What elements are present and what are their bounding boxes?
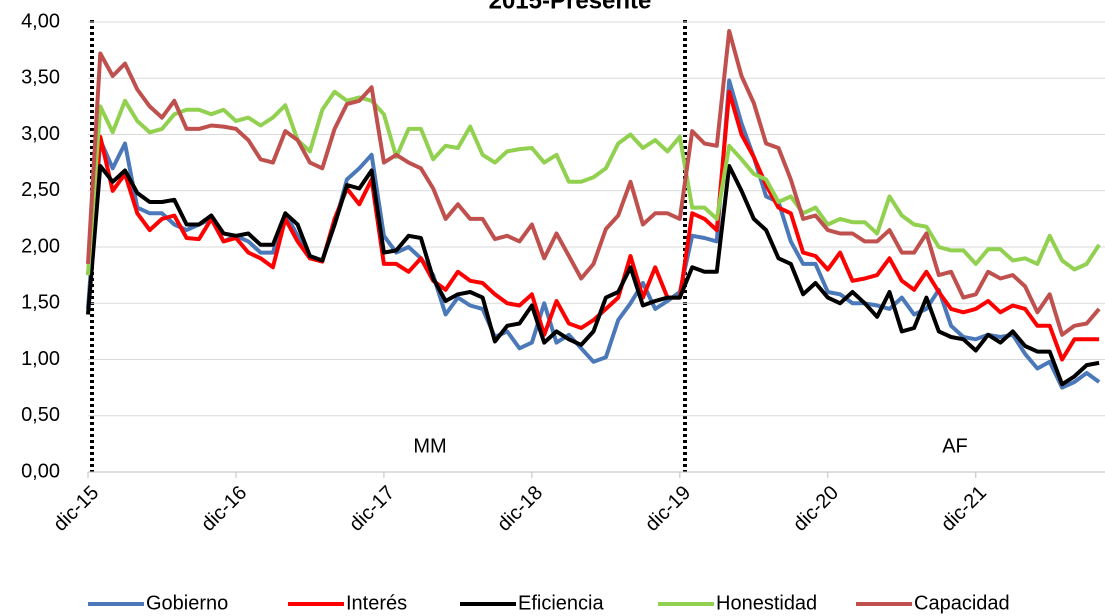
- y-tick-label: 3,50: [21, 67, 60, 89]
- legend-label: Interés: [346, 592, 407, 614]
- legend-label: Gobierno: [146, 592, 228, 614]
- y-tick-label: 1,50: [21, 292, 60, 314]
- y-tick-label: 0,00: [21, 460, 60, 482]
- x-tick-label: dic-18: [493, 482, 547, 536]
- series-line: [86, 78, 1101, 390]
- series-line: [86, 89, 1100, 362]
- legend-label: Eficiencia: [518, 592, 604, 614]
- y-tick-label: 2,00: [21, 235, 60, 257]
- series-line: [86, 164, 1100, 387]
- y-tick-label: 0,50: [21, 404, 60, 426]
- annotation: AF: [942, 435, 968, 457]
- x-tick-label: dic-19: [641, 482, 695, 536]
- chart-title: 2015-Presente: [489, 0, 652, 14]
- series-line: [86, 89, 1101, 276]
- y-tick-label: 2,50: [21, 179, 60, 201]
- x-tick-label: dic-16: [197, 482, 251, 536]
- x-tick-label: dic-21: [937, 482, 991, 536]
- y-tick-label: 3,00: [21, 123, 60, 145]
- annotation: MM: [413, 435, 446, 457]
- x-tick-label: dic-17: [345, 482, 399, 536]
- y-tick-label: 1,00: [21, 348, 60, 370]
- series-line: [86, 29, 1101, 337]
- y-tick-label: 4,00: [21, 10, 60, 32]
- x-tick-label: dic-20: [789, 482, 843, 536]
- x-tick-label: dic-15: [49, 482, 103, 536]
- legend-label: Honestidad: [716, 592, 817, 614]
- legend-label: Capacidad: [914, 592, 1010, 614]
